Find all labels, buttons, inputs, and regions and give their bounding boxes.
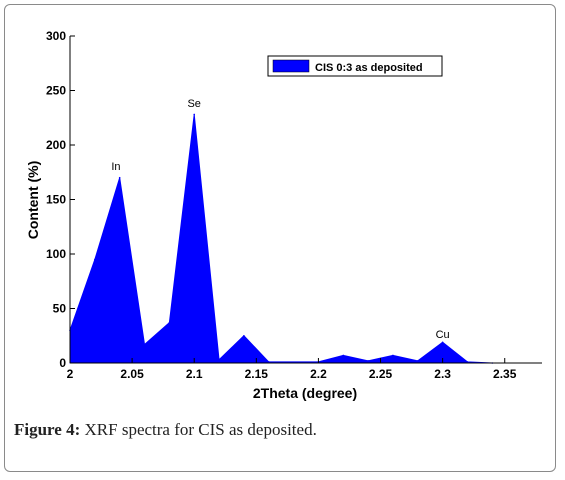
plot-area: In Se Cu <box>69 98 494 364</box>
y-axis-title: Content (%) <box>25 161 41 240</box>
x-tick-label: 2.15 <box>245 367 269 381</box>
legend-box <box>267 55 443 77</box>
figure-frame <box>4 4 556 472</box>
data-point <box>367 360 369 362</box>
axes: 0 50 100 150 200 250 300 2 2.05 2.1 2.15 2.2 2.25 2.3… <box>46 29 542 381</box>
data-point <box>168 321 171 324</box>
data-point <box>416 360 419 362</box>
data-point <box>243 334 245 337</box>
data-point <box>118 176 121 179</box>
legend-label: CIS 0:3 as deposited <box>315 62 423 74</box>
figure-caption: Figure 4: XRF spectra for CIS as deposit… <box>14 420 544 440</box>
data-point <box>342 354 345 357</box>
caption-label: Figure 4: <box>14 420 81 439</box>
peak-annotation: In <box>111 161 120 173</box>
x-tick-label: 2.05 <box>120 367 144 381</box>
x-tick-label: 2 <box>67 367 74 381</box>
data-point <box>392 354 394 357</box>
y-tick-label: 250 <box>46 84 66 98</box>
legend: CIS 0:3 as deposited <box>267 55 443 77</box>
data-point <box>193 113 196 116</box>
peak-annotation: Cu <box>436 329 450 341</box>
y-tick-label: 0 <box>59 356 66 370</box>
y-tick-label: 50 <box>53 302 67 316</box>
x-axis-title: 2Theta (degree) <box>253 385 357 401</box>
x-tick-label: 2.2 <box>310 367 327 381</box>
data-point <box>94 258 96 261</box>
y-tick-label: 150 <box>46 193 66 207</box>
data-point <box>218 358 220 361</box>
legend-swatch <box>272 59 310 73</box>
y-tick-label: 300 <box>46 29 66 43</box>
peak-annotation: Se <box>187 98 200 110</box>
caption-text: XRF spectra for CIS as deposited. <box>80 420 317 439</box>
data-point <box>466 361 469 363</box>
x-tick-label: 2.35 <box>493 367 517 381</box>
y-tick-label: 100 <box>46 247 66 261</box>
x-tick-label: 2.25 <box>369 367 393 381</box>
data-point <box>267 361 270 363</box>
axis-labels: 2Theta (degree) Content (%) <box>25 161 357 401</box>
data-point <box>441 341 444 344</box>
x-tick-label: 2.3 <box>434 367 451 381</box>
y-tick-label: 200 <box>46 138 66 152</box>
area-series <box>69 114 493 364</box>
x-tick-label: 2.1 <box>186 367 203 381</box>
xrf-chart: In Se Cu 0 50 100 150 200 250 300 2 2.05 2.1 2.15 2.2… <box>25 29 542 401</box>
data-point <box>143 343 146 346</box>
